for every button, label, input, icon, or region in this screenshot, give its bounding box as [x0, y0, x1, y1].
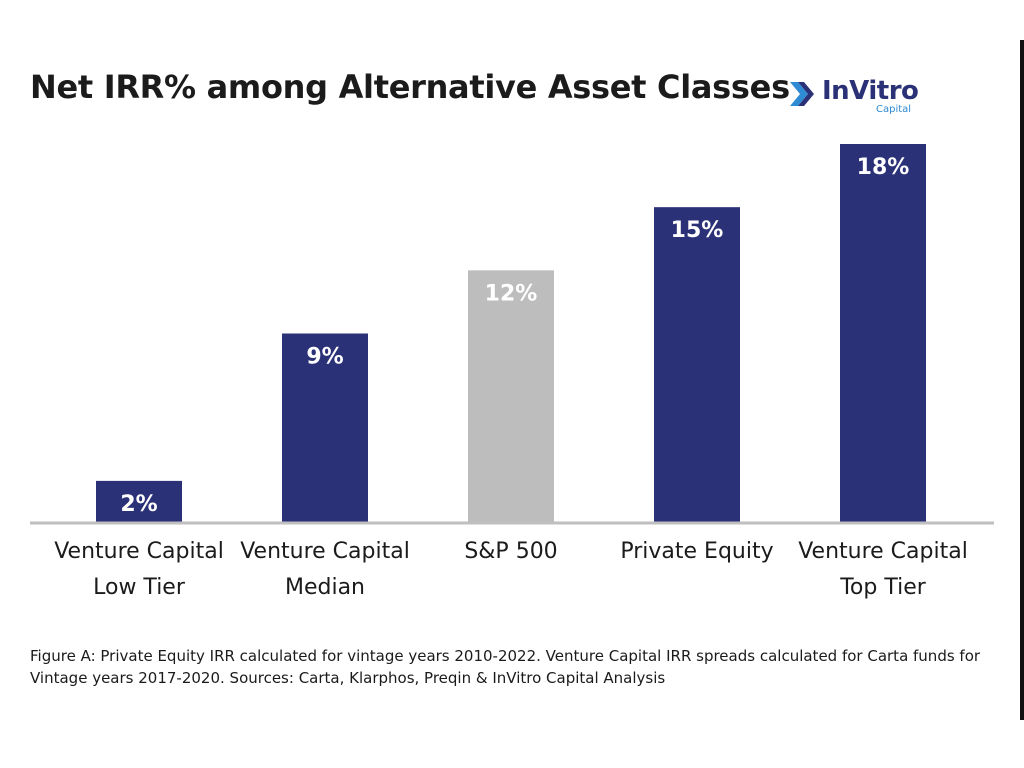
data-label-1: 2%: [120, 492, 157, 517]
category-label-5-line-2: Top Tier: [839, 575, 927, 600]
category-label-1-line-1: Venture Capital: [54, 539, 224, 564]
logo-name: InVitro: [822, 76, 919, 106]
bar-5: [840, 144, 926, 523]
bar-1: [96, 480, 182, 523]
category-label-2-line-1: Venture Capital: [240, 539, 410, 564]
category-label-5-line-1: Venture Capital: [798, 539, 968, 564]
page-edge-divider: [1020, 40, 1024, 720]
data-label-4: 15%: [671, 218, 724, 243]
bar-2: [282, 333, 368, 523]
data-label-3: 12%: [485, 281, 538, 306]
caption-line-2: Vintage years 2017-2020. Sources: Carta,…: [30, 669, 666, 687]
logo-subtitle: Capital: [876, 104, 912, 115]
company-logo: InVitro Capital: [790, 74, 930, 122]
data-label-2: 9%: [306, 345, 343, 370]
data-label-5: 18%: [857, 155, 910, 180]
category-label-2-line-2: Median: [285, 575, 365, 600]
caption-line-1: Figure A: Private Equity IRR calculated …: [30, 647, 981, 665]
category-label-4-line-1: Private Equity: [620, 539, 773, 564]
category-label-1-line-2: Low Tier: [93, 575, 186, 600]
bar-4: [654, 207, 740, 523]
bar-chart: 2% Venture Capital Low Tier 9% Venture Capit…: [30, 144, 994, 600]
logo-chevron-icon: [790, 82, 814, 106]
bar-3: [468, 270, 554, 523]
figure-caption: Figure A: Private Equity IRR calculated …: [30, 645, 990, 689]
category-label-3-line-1: S&P 500: [464, 539, 557, 564]
chart-title: Net IRR% among Alternative Asset Classes: [30, 68, 790, 106]
